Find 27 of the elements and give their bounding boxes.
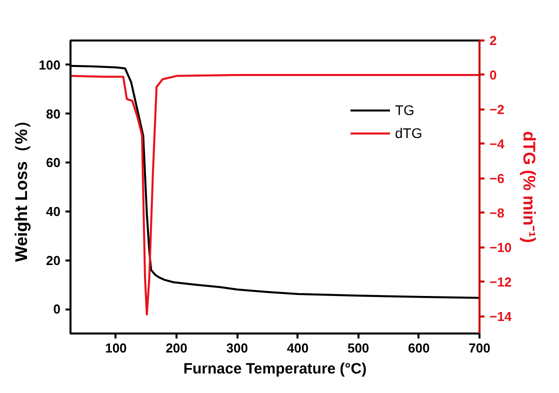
y2-tick-label: 2 xyxy=(490,33,497,48)
y-tick-label: 0 xyxy=(53,302,61,317)
y2-tick-label: −4 xyxy=(490,136,506,152)
y2-tick-label: −6 xyxy=(490,170,504,186)
y-tick-label: 100 xyxy=(38,57,61,72)
y2-tick-label: −14 xyxy=(490,308,512,324)
y2-tick-label: −2 xyxy=(490,102,504,117)
legend-label: TG xyxy=(395,102,415,118)
x-tick-label: 300 xyxy=(226,340,248,356)
y-tick-label: 80 xyxy=(46,106,61,122)
y2-axis-title: dTG (% min⁻¹) xyxy=(520,131,539,243)
y2-tick-label: 0 xyxy=(490,67,497,82)
x-axis-title: Furnace Temperature (°C) xyxy=(183,360,367,378)
x-tick-label: 400 xyxy=(286,340,309,356)
x-tick-label: 200 xyxy=(166,340,188,356)
y-axis-title: Weight Loss（%） xyxy=(12,112,31,262)
x-tick-label: 700 xyxy=(468,340,490,356)
y-tick-label: 60 xyxy=(46,155,61,170)
x-tick-label: 500 xyxy=(347,340,370,356)
y2-tick-label: −8 xyxy=(490,205,504,220)
legend-label: dTG xyxy=(395,125,422,141)
y2-tick-label: −10 xyxy=(490,240,512,255)
y-tick-label: 40 xyxy=(46,204,61,219)
y2-tick-label: −12 xyxy=(490,274,512,290)
x-tick-label: 600 xyxy=(408,340,430,356)
x-tick-label: 100 xyxy=(105,340,127,356)
y-tick-label: 20 xyxy=(46,252,61,268)
